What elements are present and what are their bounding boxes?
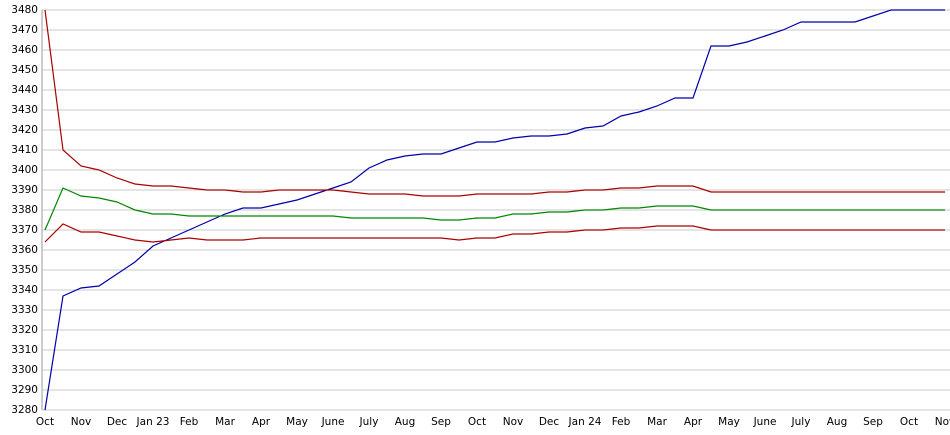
x-tick-label: May (718, 416, 740, 428)
y-tick-label: 3440 (11, 84, 38, 96)
series-line (44, 9, 945, 411)
y-tick-label: 3350 (11, 264, 38, 276)
y-tick-label: 3480 (11, 4, 38, 16)
x-tick-label: June (321, 416, 345, 428)
series-line (44, 9, 945, 197)
x-tick-label: Oct (900, 416, 918, 428)
x-tick-label: July (791, 416, 811, 428)
x-tick-label: Mar (647, 416, 667, 428)
x-tick-label: June (753, 416, 777, 428)
x-tick-label: Sep (431, 416, 451, 428)
y-tick-label: 3370 (11, 224, 38, 236)
y-tick-label: 3470 (11, 24, 38, 36)
y-tick-label: 3300 (11, 364, 38, 376)
y-tick-label: 3380 (11, 204, 38, 216)
x-tick-label: Apr (684, 416, 703, 428)
y-tick-label: 3460 (11, 44, 38, 56)
x-tick-label: Jan 24 (568, 416, 602, 428)
x-tick-label: Feb (612, 416, 631, 428)
x-tick-label: Feb (180, 416, 199, 428)
x-tick-label: Apr (252, 416, 271, 428)
x-tick-label: Nov (503, 416, 524, 428)
x-tick-label: Oct (468, 416, 486, 428)
y-tick-label: 3280 (11, 404, 38, 416)
y-tick-label: 3290 (11, 384, 38, 396)
x-tick-label: Aug (827, 416, 848, 428)
x-tick-label: Nov (71, 416, 92, 428)
y-tick-label: 3430 (11, 104, 38, 116)
x-tick-label: Sep (863, 416, 883, 428)
x-tick-label: Jan 23 (136, 416, 170, 428)
y-tick-label: 3330 (11, 304, 38, 316)
x-tick-label: July (359, 416, 379, 428)
y-tick-label: 3420 (11, 124, 38, 136)
y-tick-label: 3310 (11, 344, 38, 356)
y-tick-label: 3360 (11, 244, 38, 256)
x-tick-label: Oct (36, 416, 54, 428)
x-tick-label: Dec (107, 416, 128, 428)
series-line (44, 223, 945, 243)
y-tick-label: 3400 (11, 164, 38, 176)
x-tick-label: Nov (935, 416, 950, 428)
x-tick-label: Dec (539, 416, 560, 428)
series-line (44, 187, 945, 231)
x-tick-label: May (286, 416, 308, 428)
y-tick-label: 3340 (11, 284, 38, 296)
x-tick-label: Mar (215, 416, 235, 428)
x-tick-label: Aug (395, 416, 416, 428)
y-tick-label: 3390 (11, 184, 38, 196)
y-tick-label: 3450 (11, 64, 38, 76)
y-tick-label: 3410 (11, 144, 38, 156)
y-tick-label: 3320 (11, 324, 38, 336)
